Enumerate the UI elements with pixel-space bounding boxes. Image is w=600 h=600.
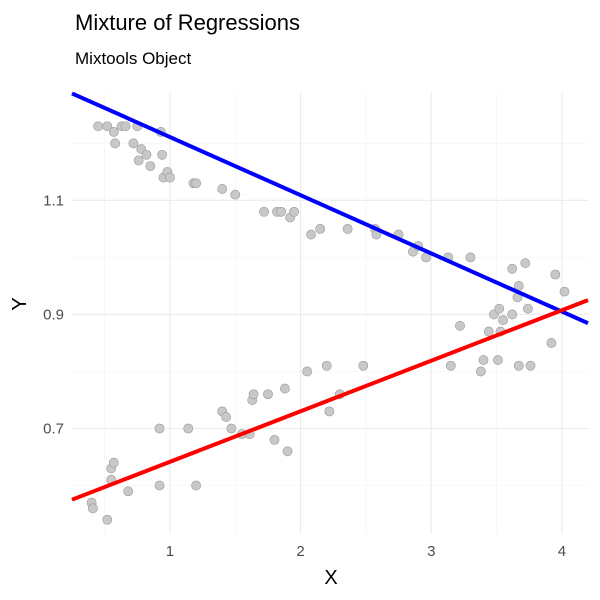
- data-point: [483, 326, 494, 337]
- data-point: [269, 434, 280, 445]
- data-point: [145, 161, 156, 172]
- data-point: [108, 457, 119, 468]
- y-tick-labels: 0.7 0.9 1.1: [43, 192, 64, 437]
- x-tick-label: 2: [296, 543, 304, 560]
- data-points: [86, 121, 570, 525]
- data-point: [191, 178, 202, 189]
- data-point: [102, 121, 113, 132]
- data-point: [498, 315, 508, 326]
- y-axis-title: Y: [9, 297, 31, 310]
- data-point: [141, 149, 152, 160]
- data-point: [93, 121, 104, 132]
- data-point: [520, 258, 531, 268]
- data-point: [559, 286, 570, 297]
- data-point: [358, 360, 369, 371]
- data-point: [191, 480, 202, 491]
- data-point: [88, 503, 98, 514]
- data-point: [289, 206, 299, 217]
- data-point: [525, 360, 536, 371]
- data-point: [324, 406, 335, 417]
- data-point: [494, 303, 505, 314]
- data-point: [306, 229, 316, 240]
- data-point: [154, 480, 165, 491]
- regression-lines: [71, 91, 589, 502]
- data-point: [445, 360, 456, 371]
- data-point: [475, 366, 486, 377]
- y-tick-label: 1.1: [43, 192, 64, 209]
- data-point: [154, 423, 165, 434]
- data-point: [165, 172, 175, 183]
- x-tick-label: 3: [427, 543, 435, 560]
- chart-title: Mixture of Regressions: [75, 10, 300, 35]
- regression-line: [71, 298, 589, 502]
- grid-major: [72, 92, 588, 534]
- data-point: [120, 121, 131, 132]
- data-point: [110, 138, 121, 149]
- data-point: [221, 412, 232, 422]
- data-point: [282, 446, 293, 457]
- data-point: [128, 138, 139, 149]
- data-point: [230, 189, 241, 200]
- data-point: [546, 338, 557, 348]
- data-point: [465, 252, 476, 263]
- data-point: [259, 206, 269, 217]
- data-point: [492, 355, 503, 365]
- data-point: [263, 389, 273, 400]
- chart-subtitle: Mixtools Object: [75, 49, 191, 68]
- y-tick-label: 0.7: [43, 420, 64, 437]
- data-point: [226, 423, 237, 434]
- data-point: [478, 355, 489, 365]
- x-tick-label: 1: [166, 543, 174, 560]
- data-point: [302, 366, 313, 377]
- data-point: [276, 206, 286, 217]
- data-point: [123, 486, 134, 497]
- data-point: [513, 360, 524, 371]
- data-point: [342, 223, 353, 234]
- data-point: [507, 263, 518, 274]
- x-axis-title: X: [324, 567, 337, 589]
- regression-line: [71, 91, 589, 326]
- x-tick-labels: 1 2 3 4: [166, 543, 566, 560]
- data-point: [102, 514, 113, 525]
- data-point: [217, 184, 228, 194]
- data-point: [248, 389, 259, 400]
- data-point: [455, 320, 465, 331]
- y-tick-label: 0.9: [43, 306, 64, 323]
- data-point: [157, 149, 168, 160]
- x-tick-label: 4: [558, 543, 566, 560]
- data-point: [321, 360, 332, 371]
- data-point: [183, 423, 194, 434]
- data-point: [280, 383, 290, 394]
- data-point: [550, 269, 561, 280]
- data-point: [315, 223, 326, 234]
- data-point: [507, 309, 518, 320]
- data-point: [523, 303, 533, 314]
- data-point: [133, 155, 144, 166]
- data-point: [108, 127, 119, 137]
